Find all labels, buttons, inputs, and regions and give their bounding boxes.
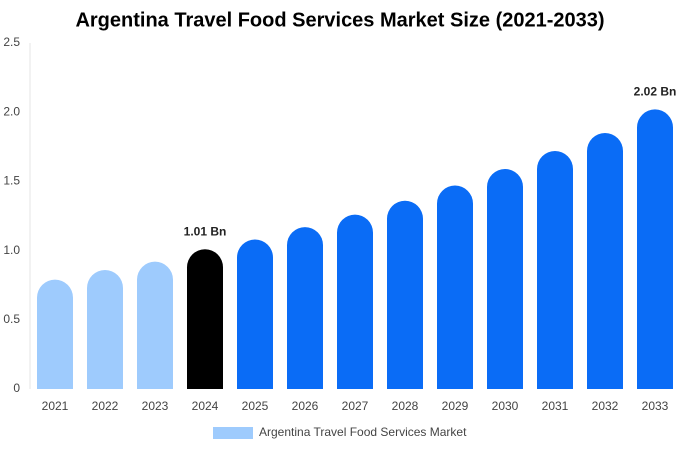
- bar: [487, 168, 523, 389]
- x-tick-label: 2030: [492, 399, 519, 413]
- bar: [237, 239, 273, 389]
- bar: [637, 109, 673, 389]
- x-tick-label: 2033: [642, 399, 669, 413]
- bar: [587, 132, 623, 389]
- bar: [537, 150, 573, 389]
- bar: [437, 185, 473, 389]
- bar: [37, 279, 73, 389]
- x-tick-label: 2025: [242, 399, 269, 413]
- y-tick-label: 0.5: [3, 312, 20, 326]
- y-tick-label: 2.5: [3, 35, 20, 49]
- x-tick-label: 2023: [142, 399, 169, 413]
- y-tick-label: 1.0: [3, 243, 20, 257]
- x-tick-label: 2029: [442, 399, 469, 413]
- bar: [87, 269, 123, 389]
- x-tick-label: 2031: [542, 399, 569, 413]
- bar: [287, 227, 323, 389]
- value-label: 2.02 Bn: [634, 85, 677, 99]
- bar: [387, 200, 423, 389]
- x-tick-label: 2024: [192, 399, 219, 413]
- x-tick-label: 2028: [392, 399, 419, 413]
- legend-label: Argentina Travel Food Services Market: [259, 425, 467, 439]
- chart-title: Argentina Travel Food Services Market Si…: [75, 9, 604, 31]
- x-tick-label: 2021: [42, 399, 69, 413]
- legend-swatch: [213, 427, 253, 439]
- x-tick-label: 2027: [342, 399, 369, 413]
- x-tick-label: 2026: [292, 399, 319, 413]
- value-label: 1.01 Bn: [184, 224, 227, 238]
- y-tick-label: 1.5: [3, 174, 20, 188]
- bar: [337, 214, 373, 389]
- x-tick-label: 2032: [592, 399, 619, 413]
- y-tick-label: 0: [13, 381, 20, 395]
- bar: [137, 261, 173, 389]
- y-tick-label: 2.0: [3, 104, 20, 118]
- x-tick-label: 2022: [92, 399, 119, 413]
- bar: [187, 249, 223, 389]
